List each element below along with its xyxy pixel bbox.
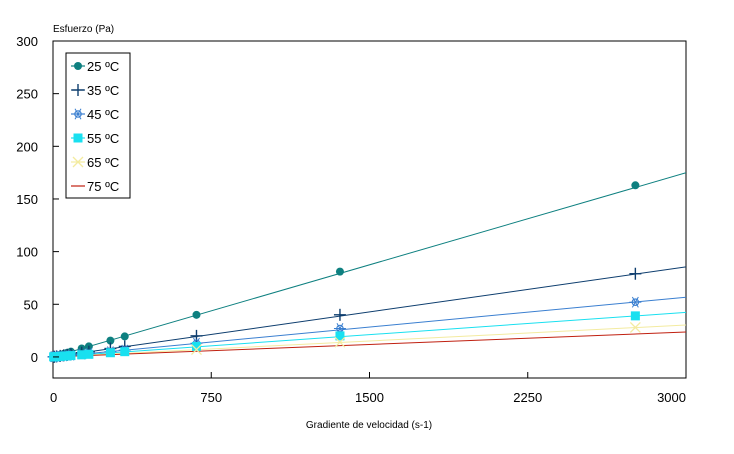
y-tick-label: 250 [16,87,38,102]
data-point [120,332,129,341]
legend-label: 25 ºC [87,59,119,74]
x-axis-ticks: 0 750 1500 2250 3000 [50,372,687,405]
legend-box [65,52,131,199]
data-point [105,348,115,358]
data-point [77,350,87,360]
legend-label: 45 ºC [87,107,119,122]
x-tick-label: 3000 [657,390,686,405]
legend-label: 55 ºC [87,131,119,146]
data-point [191,344,202,356]
y-tick-label: 100 [16,245,38,260]
data-point [333,308,346,321]
legend-swatch-marker [74,62,82,70]
legend-swatch-marker [72,156,84,168]
legend-swatch-marker [72,108,84,120]
data-point [629,267,642,280]
legend-label: 65 ºC [87,155,119,170]
plot-area [52,40,687,379]
legend-label: 35 ºC [87,83,119,98]
x-tick-label: 1500 [355,390,384,405]
y-tick-label: 150 [16,192,38,207]
data-point [106,336,115,345]
data-point [629,321,641,333]
x-tick-label: 0 [50,390,57,405]
legend-label: 75 ºC [87,179,119,194]
data-point [334,336,346,348]
y-tick-label: 200 [16,139,38,154]
fit-lines [53,172,686,358]
legend-swatch-marker [73,133,83,143]
x-tick-label: 2250 [513,390,542,405]
data-point [84,349,94,359]
data-point [629,296,642,308]
data-point [66,351,76,361]
y-tick-label: 0 [31,350,38,365]
fit-line [53,172,686,358]
data-point [120,347,130,357]
fit-line [53,266,686,358]
x-axis-title: Gradiente de velocidad (s-1) [306,420,432,431]
y-axis-title: Esfuerzo (Pa) [53,24,114,35]
data-point [192,310,201,319]
data-point [191,341,201,351]
y-axis-ticks: 0 50 100 150 200 250 300 [16,34,59,365]
legend-swatch-marker [72,84,84,96]
legend: 25 ºC 35 ºC 45 ºC 55 ºC 65 ºC 75 ºC [65,52,131,199]
data-point [335,267,344,276]
fit-line [53,311,686,358]
x-tick-label: 750 [200,390,222,405]
y-tick-label: 300 [16,34,38,49]
fit-line [53,331,686,358]
data-point [335,331,345,341]
data-point [631,181,640,190]
fit-line [53,296,686,358]
y-tick-label: 50 [24,297,38,312]
data-point [630,311,640,321]
fit-line [53,324,686,358]
